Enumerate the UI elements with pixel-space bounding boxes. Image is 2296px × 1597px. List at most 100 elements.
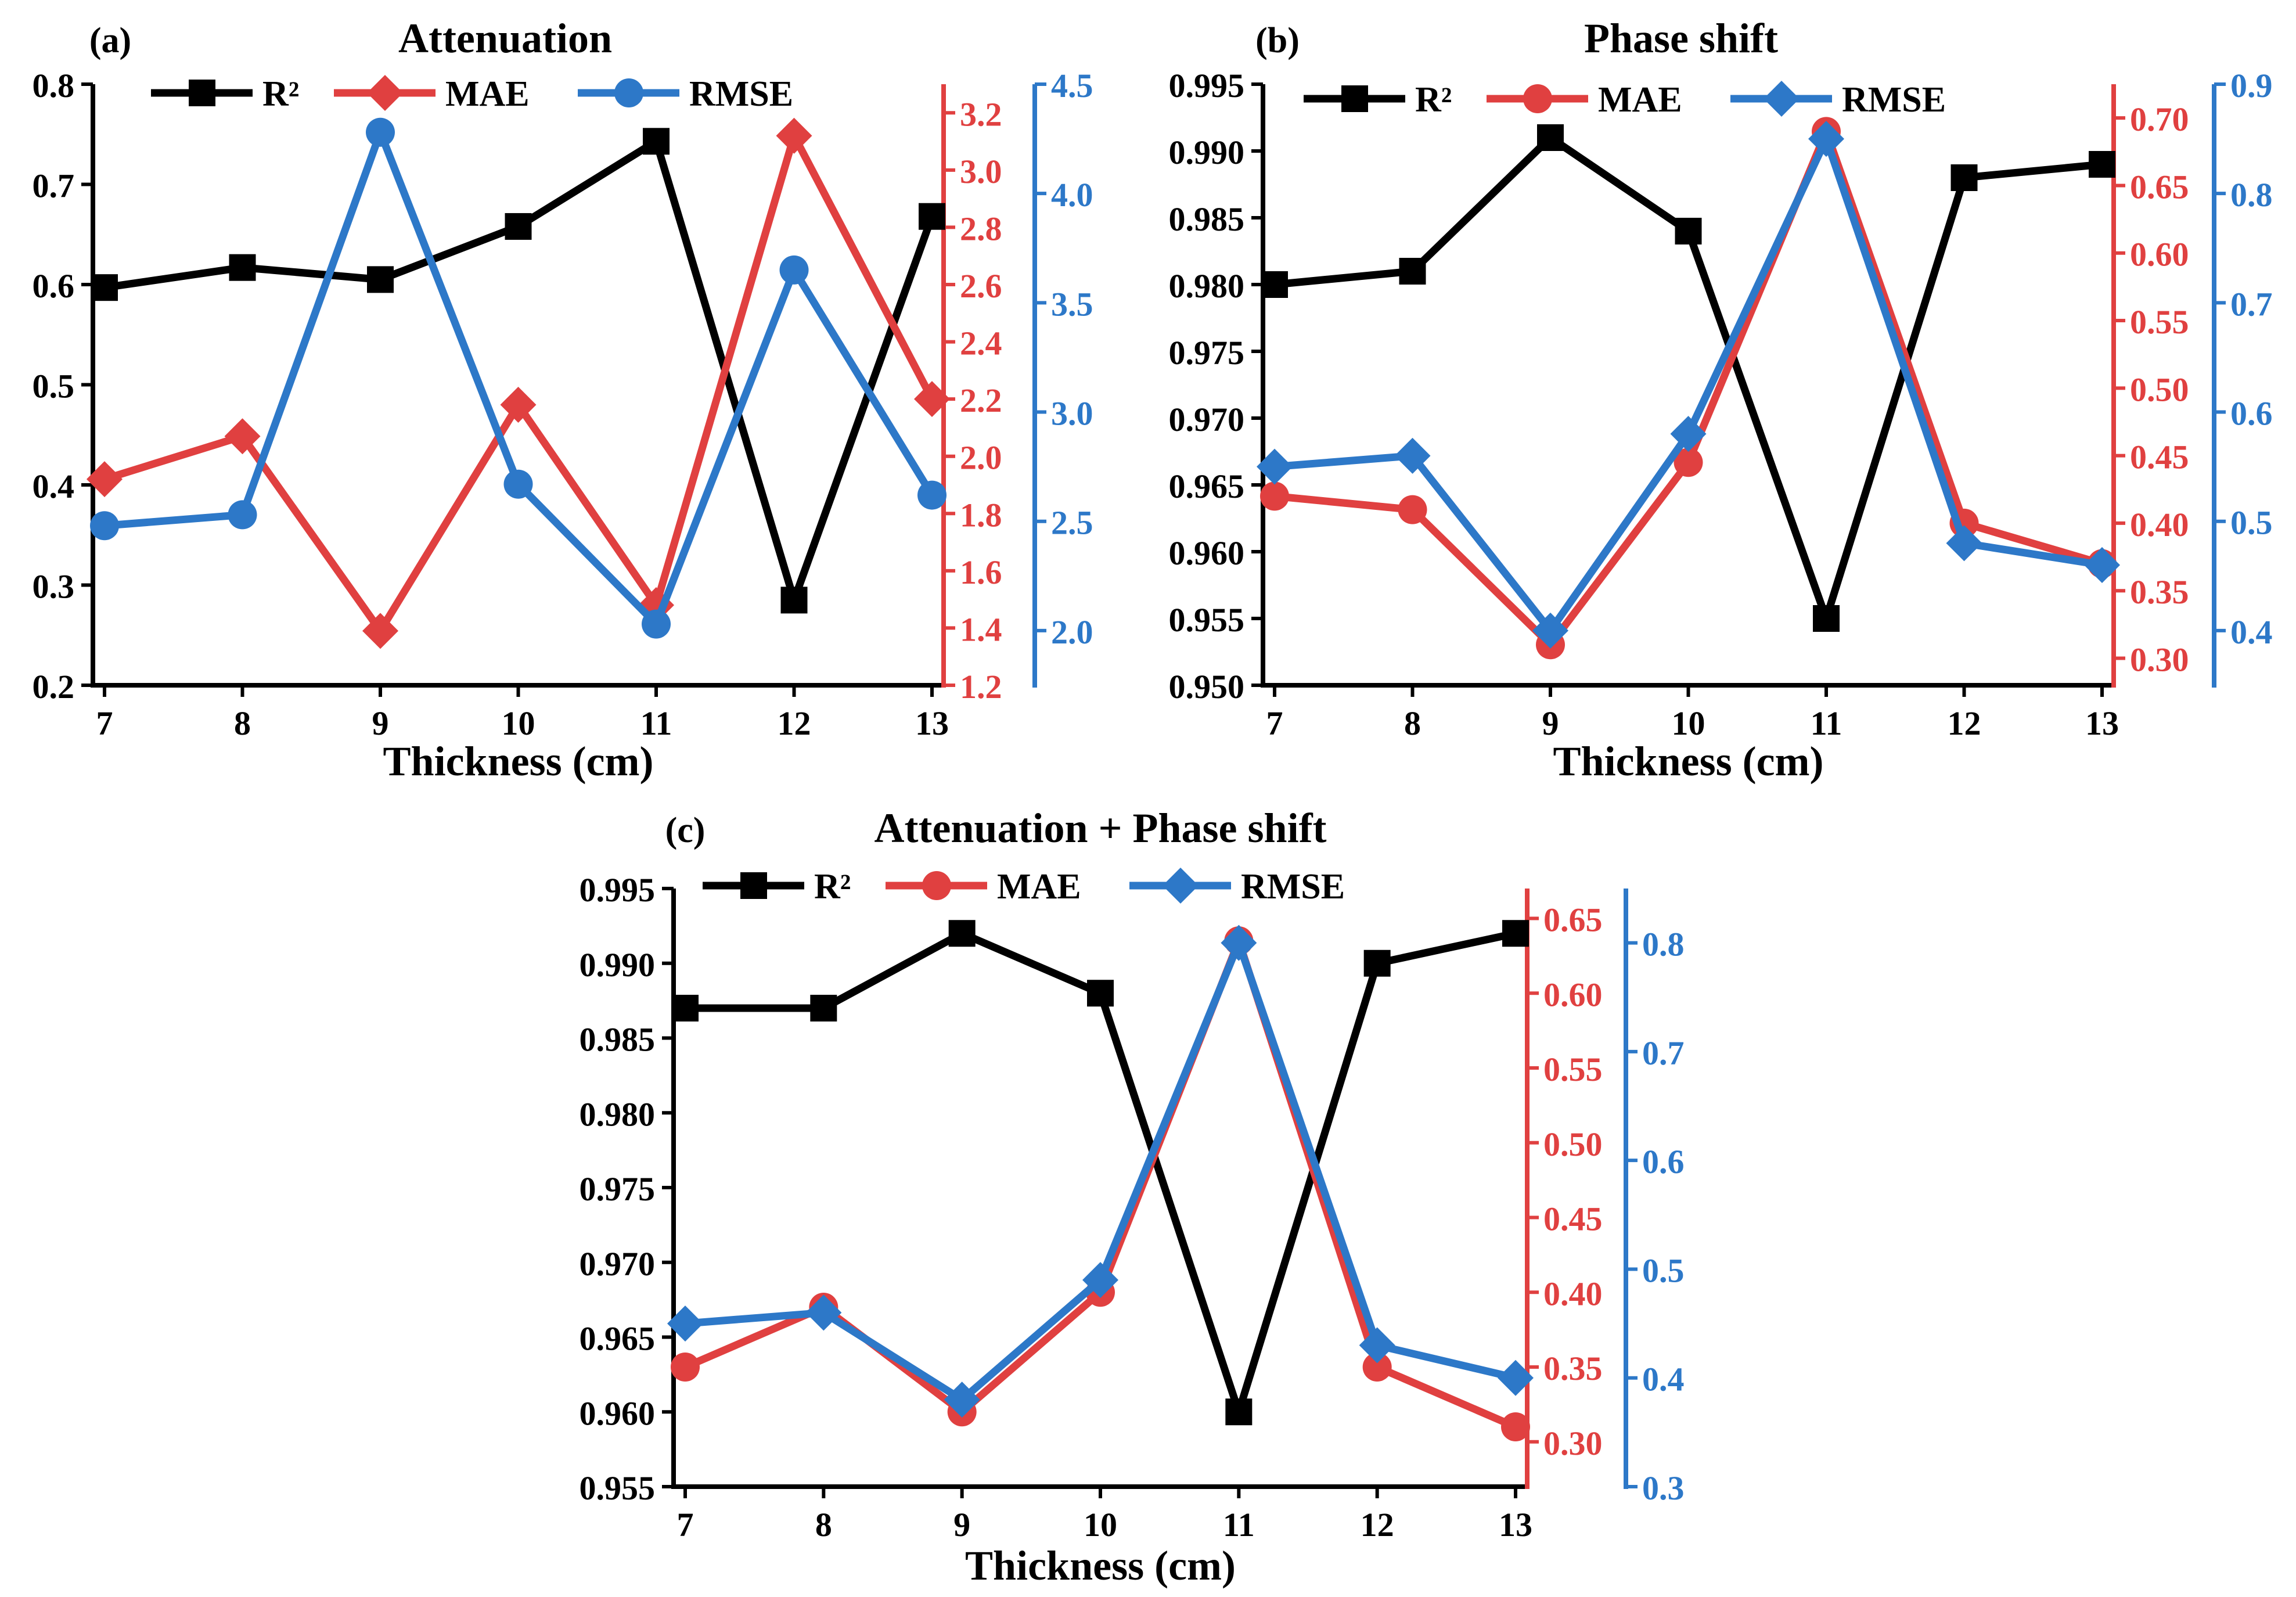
r2-point	[672, 995, 699, 1021]
rmse-axis-tick-label: 2.0	[1051, 613, 1093, 651]
rmse-axis-tick-label: 0.4	[2230, 613, 2273, 651]
mae-axis-tick-label: 3.2	[960, 95, 1002, 133]
rmse-axis-tick-label: 0.8	[2230, 176, 2273, 214]
mae-point	[87, 461, 123, 498]
x-axis-tick-label: 11	[640, 704, 672, 742]
r2-point	[1537, 124, 1564, 151]
legend-marker-r2	[189, 80, 215, 106]
mae-axis-tick-label: 0.45	[1543, 1200, 1603, 1238]
left-axis-tick-label: 0.975	[580, 1170, 656, 1208]
legend-marker-rmse	[1163, 868, 1199, 904]
r2-point	[505, 213, 532, 240]
rmse-axis-tick-label: 4.0	[1051, 176, 1093, 214]
mae-axis-tick-label: 2.2	[960, 382, 1002, 419]
r2-point	[780, 587, 808, 614]
r2-point	[810, 995, 837, 1021]
left-axis-tick-label: 0.985	[580, 1021, 656, 1059]
left-axis-tick-label: 0.980	[580, 1095, 656, 1133]
legend-marker-rmse	[614, 78, 643, 107]
mae-axis-tick-label: 2.6	[960, 267, 1002, 305]
rmse-axis-tick-label: 0.7	[1642, 1034, 1685, 1072]
rmse-point	[1670, 416, 1707, 452]
legend-marker-rmse	[1764, 81, 1800, 117]
r2-point	[1087, 980, 1114, 1007]
mae-axis-tick-label: 0.55	[1543, 1051, 1603, 1088]
mae-axis-tick-label: 0.40	[1543, 1275, 1603, 1312]
rmse-axis-tick-label: 0.6	[2230, 395, 2273, 433]
left-axis-tick-label: 0.965	[1169, 467, 1245, 505]
legend-label-r2: R²	[262, 74, 299, 114]
x-axis-tick-label: 13	[915, 704, 949, 742]
mae-axis-tick-label: 0.60	[2130, 236, 2189, 274]
panel-phase-shift: 0.950 0.955 0.960 0.965 0.970 0.975 0.980 0.985…	[1169, 15, 2273, 785]
mae-point	[500, 387, 537, 423]
mae-point	[1260, 481, 1289, 511]
rmse-point	[1221, 925, 1257, 961]
left-axis-tick-label: 0.970	[1169, 401, 1245, 438]
rmse-axis-tick-label: 0.7	[2230, 285, 2273, 323]
x-axis-tick-label: 12	[1361, 1506, 1394, 1544]
rmse-point	[228, 500, 257, 530]
x-axis-tick-label: 13	[1499, 1506, 1532, 1544]
r2-point	[91, 274, 118, 301]
left-axis-tick-label: 0.950	[1169, 668, 1245, 706]
left-axis-tick-label: 0.970	[580, 1245, 656, 1283]
r2-point	[367, 266, 394, 293]
r2-point	[1813, 605, 1840, 632]
mae-axis-tick-label: 0.50	[2130, 371, 2189, 408]
x-axis-title: Thickness (cm)	[1553, 738, 1824, 785]
r2-point	[1950, 164, 1978, 191]
x-axis-tick-label: 9	[1542, 704, 1559, 742]
mae-point	[362, 613, 398, 649]
rmse-point	[90, 511, 119, 541]
mae-point	[1674, 448, 1703, 477]
left-axis-tick-label: 0.7	[33, 167, 75, 205]
rmse-axis-tick-label: 0.9	[2230, 67, 2273, 105]
r2-point	[1225, 1398, 1253, 1426]
x-axis-tick-label: 10	[1672, 704, 1705, 742]
rmse-point	[1082, 1262, 1118, 1299]
left-axis-tick-label: 0.975	[1169, 334, 1245, 372]
r2-point	[229, 254, 256, 281]
r2-point	[919, 203, 945, 230]
rmse-point	[2084, 547, 2120, 583]
r2-point	[1261, 271, 1288, 298]
left-axis-tick-label: 0.955	[1169, 601, 1245, 639]
x-axis-tick-label: 12	[778, 704, 811, 742]
left-axis-tick-label: 0.965	[580, 1320, 656, 1358]
mae-axis-tick-label: 0.35	[1543, 1350, 1603, 1387]
rmse-point	[642, 609, 671, 639]
rmse-axis-tick-label: 4.5	[1051, 67, 1093, 105]
rmse-point	[1257, 448, 1293, 485]
rmse-point	[805, 1294, 842, 1331]
r2-point	[948, 920, 976, 947]
mae-axis-tick-label: 1.8	[960, 496, 1002, 534]
left-axis-tick-label: 0.990	[580, 946, 656, 984]
rmse-point	[667, 1305, 703, 1342]
mae-axis-tick-label: 0.50	[1543, 1125, 1603, 1163]
rmse-point	[917, 480, 947, 510]
r2-point	[2089, 151, 2115, 178]
x-axis-title: Thickness (cm)	[965, 1542, 1236, 1589]
left-axis-tick-label: 0.995	[1169, 67, 1245, 105]
panel-label: (c)	[665, 811, 706, 850]
mae-axis-tick-label: 0.35	[2130, 573, 2189, 611]
mae-axis-tick-label: 0.30	[1543, 1425, 1603, 1462]
rmse-axis-tick-label: 0.6	[1642, 1143, 1685, 1181]
mae-axis-tick-label: 0.65	[1543, 901, 1603, 939]
mae-axis-tick-label: 0.70	[2130, 100, 2189, 138]
legend-label-mae: MAE	[445, 74, 530, 114]
mae-point	[1362, 1353, 1392, 1382]
mae-axis-tick-label: 2.8	[960, 210, 1002, 247]
legend: R² MAE RMSE	[703, 867, 1345, 907]
left-axis-tick-label: 0.980	[1169, 267, 1245, 305]
rmse-point	[944, 1382, 980, 1418]
x-axis-tick-label: 8	[1404, 704, 1421, 742]
legend-label-rmse: RMSE	[1842, 80, 1946, 120]
rmse-axis-tick-label: 0.5	[1642, 1251, 1685, 1289]
legend: R² MAE RMSE	[1304, 80, 1946, 120]
rmse-point	[1498, 1359, 1534, 1396]
r2-point	[1675, 218, 1702, 244]
legend: R² MAE RMSE	[151, 74, 793, 114]
